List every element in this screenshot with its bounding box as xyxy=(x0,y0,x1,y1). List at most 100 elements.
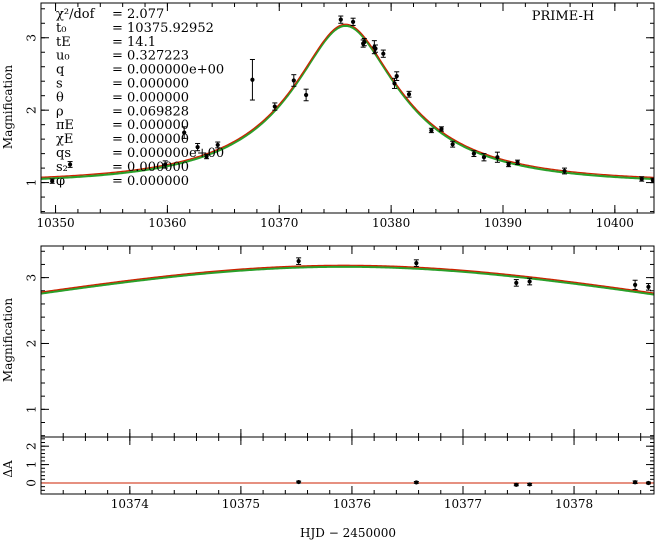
data-marker xyxy=(350,19,356,24)
data-marker xyxy=(291,78,296,83)
param-symbol: s xyxy=(56,77,63,92)
data-marker xyxy=(633,282,638,287)
data-point xyxy=(450,140,456,148)
data-marker xyxy=(414,480,419,485)
light-curve-panel: 10350 10360 10370 10380 10390 10400 1 2 3 xyxy=(25,2,655,230)
data-marker xyxy=(338,17,343,22)
param-value: = 0.000000 xyxy=(112,174,189,189)
dataset-label: PRIME-H xyxy=(532,9,594,24)
param-value: = 0.000000 xyxy=(112,77,189,92)
data-point xyxy=(394,71,400,81)
param-value: = 0.000000e+00 xyxy=(112,146,224,161)
data-point xyxy=(527,482,533,487)
residual-panel: 10374 10375 10376 10377 10378 0 1 2 xyxy=(25,436,655,511)
data-point xyxy=(513,482,519,487)
data-point xyxy=(204,153,210,160)
data-point xyxy=(513,279,519,287)
data-point xyxy=(303,88,309,102)
data-point xyxy=(632,279,638,290)
param-value: = 0.000000 xyxy=(112,118,189,133)
data-point xyxy=(632,480,638,485)
data-point xyxy=(291,74,297,87)
data-point xyxy=(562,167,568,175)
data-point xyxy=(481,153,487,162)
x-tick-label: 10377 xyxy=(444,497,482,511)
param-value: = 2.077 xyxy=(112,7,164,22)
data-marker xyxy=(381,51,386,56)
param-value: = 14.1 xyxy=(112,35,156,50)
param-symbol: q xyxy=(56,63,64,78)
data-point xyxy=(350,17,356,26)
param-symbol: tE xyxy=(56,35,71,50)
y-tick-label: 2 xyxy=(25,340,39,348)
y-axis-label-mid: Magnification xyxy=(1,298,15,382)
data-marker xyxy=(514,280,519,285)
y-tick-label: 1 xyxy=(25,179,39,187)
data-marker xyxy=(394,74,399,79)
x-tick-label: 10375 xyxy=(222,497,260,511)
data-point xyxy=(515,159,521,165)
data-marker xyxy=(304,92,309,98)
param-value: = 0.327223 xyxy=(112,49,189,64)
y-axis-label-residual: ΔA xyxy=(1,460,15,478)
data-marker xyxy=(562,168,567,174)
data-marker xyxy=(429,128,434,133)
x-tick-label: 10380 xyxy=(372,216,410,230)
data-marker xyxy=(296,259,301,264)
data-point xyxy=(506,161,512,168)
x-axis-label: HJD − 2450000 xyxy=(300,526,396,540)
data-marker xyxy=(515,160,520,165)
param-symbol: θ xyxy=(56,90,64,105)
y-tick-label: 1 xyxy=(25,461,39,469)
data-point xyxy=(67,161,73,168)
param-value: = 10375.92952 xyxy=(112,21,214,36)
data-point xyxy=(272,102,278,111)
data-marker xyxy=(195,145,200,150)
param-value: = 0.000000 xyxy=(112,132,189,147)
data-point xyxy=(338,15,344,24)
param-symbol: ρ xyxy=(56,104,64,119)
param-symbol: φ xyxy=(56,174,65,189)
param-symbol: πE xyxy=(56,118,74,133)
data-point xyxy=(639,176,645,182)
data-marker xyxy=(67,162,73,167)
x-tick-label: 10400 xyxy=(596,216,634,230)
param-value: = 0.000000e+00 xyxy=(112,63,224,78)
data-point xyxy=(296,257,302,265)
plot-frame xyxy=(40,436,655,495)
data-marker xyxy=(527,482,532,487)
data-point xyxy=(645,480,651,486)
data-point xyxy=(428,127,434,134)
data-marker xyxy=(182,130,187,135)
data-marker xyxy=(373,46,378,51)
x-tick-label: 10360 xyxy=(148,216,186,230)
data-marker xyxy=(646,480,651,486)
zoom-panel: 1 2 3 xyxy=(25,245,655,438)
data-marker xyxy=(50,179,55,184)
data-point xyxy=(494,151,500,163)
data-marker xyxy=(392,81,397,86)
data-marker xyxy=(439,126,444,132)
data-point xyxy=(372,44,378,53)
data-marker xyxy=(414,261,419,266)
data-point xyxy=(438,126,444,132)
y-tick-label: 2 xyxy=(25,106,39,114)
param-value: = 0.069828 xyxy=(112,104,189,119)
data-point xyxy=(413,480,419,485)
data-point xyxy=(471,150,477,158)
model-curve-red xyxy=(41,23,654,178)
y-tick-label: 2 xyxy=(25,442,39,450)
data-point xyxy=(380,49,386,58)
data-point xyxy=(645,283,651,291)
y-tick-label: 3 xyxy=(25,274,39,282)
param-symbol: u₀ xyxy=(56,49,70,64)
x-tick-label: 10390 xyxy=(484,216,522,230)
plot-frame xyxy=(40,2,655,214)
plot-frame xyxy=(40,245,655,438)
y-tick-label: 1 xyxy=(25,406,39,414)
param-symbol: χ²/dof xyxy=(56,7,96,22)
x-tick-label: 10378 xyxy=(555,497,593,511)
data-point xyxy=(195,142,201,152)
data-marker xyxy=(527,279,532,284)
